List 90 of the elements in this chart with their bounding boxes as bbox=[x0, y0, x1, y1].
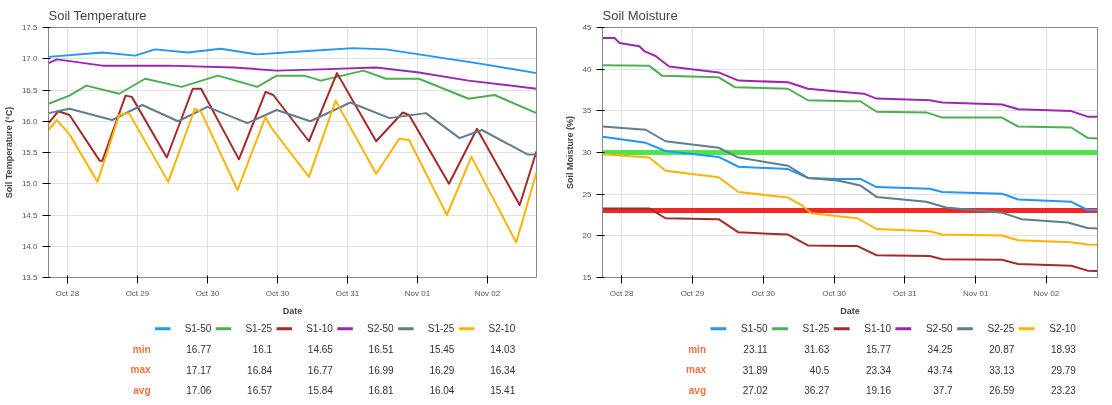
x-tick-label: Oct 31 bbox=[893, 288, 918, 298]
text: 16.81 bbox=[368, 385, 395, 397]
text: 20.87 bbox=[989, 344, 1015, 356]
text: avg bbox=[688, 384, 706, 396]
text: 36.27 bbox=[804, 385, 830, 397]
text: 18.93 bbox=[1050, 344, 1077, 356]
text: 16.34 bbox=[490, 364, 516, 376]
text: 17.06 bbox=[186, 385, 212, 397]
text: 16.1 bbox=[252, 344, 273, 356]
text: 16.57 bbox=[247, 385, 273, 397]
x-tick-label: Nov 02 bbox=[1033, 288, 1060, 298]
text: 27.02 bbox=[742, 385, 769, 397]
text: 15.45 bbox=[429, 344, 455, 356]
text: 16.51 bbox=[368, 344, 395, 356]
text: 14.65 bbox=[307, 344, 334, 356]
text: 16.77 bbox=[307, 364, 334, 376]
text: 34.25 bbox=[927, 344, 954, 356]
y-tick-label: 25 bbox=[582, 189, 593, 199]
text: 40.5 bbox=[809, 364, 830, 376]
text: min bbox=[688, 343, 706, 355]
text: 16.99 bbox=[368, 364, 395, 376]
x-tick-label: Nov 01 bbox=[404, 288, 431, 298]
chart-title: Soil Moisture bbox=[602, 7, 678, 23]
legend-label: S1-10 bbox=[306, 323, 334, 335]
x-tick-label: Nov 01 bbox=[963, 288, 989, 298]
text: 29.79 bbox=[1050, 364, 1077, 376]
x-tick-label: Oct 30 bbox=[195, 288, 220, 298]
x-tick-label: Oct 30 bbox=[265, 288, 290, 298]
y-tick-label: 20 bbox=[582, 231, 593, 241]
y-tick-label: 16.0 bbox=[21, 116, 39, 126]
text: 33.13 bbox=[989, 364, 1015, 376]
x-tick-label: Oct 30 bbox=[822, 288, 847, 298]
x-tick-label: Oct 29 bbox=[680, 288, 705, 298]
text: 15.84 bbox=[307, 385, 334, 397]
text: 43.74 bbox=[927, 364, 954, 376]
legend-label: S2-50 bbox=[366, 323, 395, 335]
text: avg bbox=[133, 384, 151, 396]
text: max bbox=[130, 364, 151, 376]
x-tick-label: Oct 29 bbox=[125, 288, 150, 298]
x-tick-label: Oct 31 bbox=[335, 288, 360, 298]
legend-label: S2-10 bbox=[1049, 323, 1077, 335]
y-tick-label: 45 bbox=[582, 23, 593, 32]
y-tick-label: 17.0 bbox=[21, 54, 39, 64]
legend-label: S1-50 bbox=[740, 323, 769, 335]
legend-label: S1-25 bbox=[802, 323, 830, 335]
legend-label: S1-25 bbox=[245, 323, 273, 335]
text: 26.59 bbox=[989, 385, 1015, 397]
y-tick-label: 30 bbox=[582, 148, 593, 157]
y-tick-label: 14.0 bbox=[21, 241, 39, 251]
y-tick-label: 14.5 bbox=[21, 210, 39, 220]
text: 16.29 bbox=[429, 364, 455, 376]
legend-label: S1-50 bbox=[184, 323, 212, 335]
x-tick-label: Oct 28 bbox=[55, 288, 80, 298]
text: 15.41 bbox=[490, 385, 516, 397]
text: 14.03 bbox=[490, 344, 516, 356]
y-tick-label: 16.5 bbox=[21, 85, 39, 95]
y-axis-title: Soil Moisture (%) bbox=[564, 115, 575, 189]
x-axis-title: Date bbox=[840, 305, 860, 316]
y-tick-label: 15.5 bbox=[21, 148, 39, 157]
text: 16.04 bbox=[429, 385, 455, 397]
text: 37.7 bbox=[933, 385, 954, 397]
chart-title: Soil Temperature bbox=[48, 7, 147, 23]
text: 31.89 bbox=[742, 364, 769, 376]
text: 31.63 bbox=[804, 344, 830, 356]
y-axis-title: Soil Temperature (°C) bbox=[3, 106, 14, 199]
y-tick-label: 17.5 bbox=[21, 23, 39, 32]
legend-label: S2-10 bbox=[488, 323, 516, 335]
text: 23.11 bbox=[743, 344, 769, 356]
text: 15.77 bbox=[865, 344, 892, 356]
text: 23.34 bbox=[865, 364, 892, 376]
x-tick-label: Nov 02 bbox=[474, 288, 501, 298]
y-tick-label: 15.0 bbox=[21, 179, 39, 189]
text: 17.17 bbox=[186, 364, 212, 376]
y-tick-label: 40 bbox=[582, 64, 593, 74]
x-tick-label: Oct 30 bbox=[751, 288, 776, 298]
legend-label: S2-50 bbox=[925, 323, 954, 335]
legend-label: S1-10 bbox=[864, 323, 892, 335]
y-tick-label: 15 bbox=[582, 273, 593, 282]
legend-label: S1-25 bbox=[427, 323, 455, 335]
text: 16.77 bbox=[186, 344, 212, 356]
text: 23.23 bbox=[1050, 385, 1077, 397]
text: 19.16 bbox=[865, 385, 892, 397]
text: min bbox=[132, 343, 151, 355]
text: 16.84 bbox=[247, 364, 273, 376]
x-tick-label: Oct 28 bbox=[609, 288, 634, 298]
y-tick-label: 13.5 bbox=[21, 273, 39, 282]
y-tick-label: 35 bbox=[582, 106, 593, 116]
text: max bbox=[685, 364, 707, 376]
legend-label: S2-25 bbox=[987, 323, 1015, 335]
x-axis-title: Date bbox=[282, 305, 303, 316]
